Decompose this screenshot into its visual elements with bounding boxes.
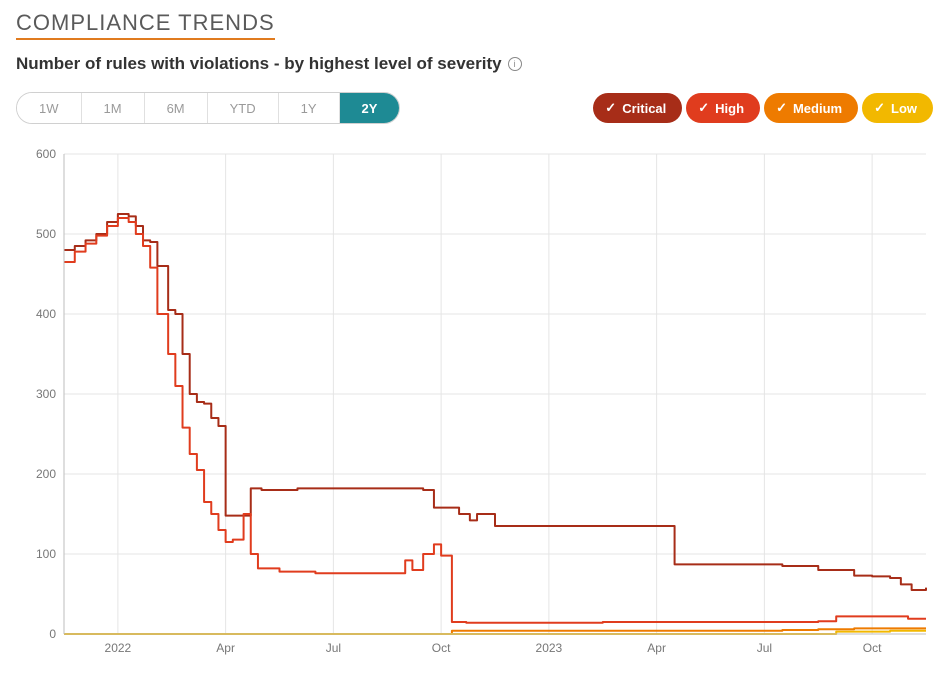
svg-text:100: 100 <box>36 547 56 561</box>
subtitle-text: Number of rules with violations - by hig… <box>16 54 502 74</box>
svg-text:2023: 2023 <box>536 641 563 655</box>
range-btn-1m[interactable]: 1M <box>82 93 145 123</box>
series-high <box>64 218 926 623</box>
svg-text:Apr: Apr <box>216 641 235 655</box>
svg-text:500: 500 <box>36 227 56 241</box>
legend-label: Medium <box>793 101 842 116</box>
svg-text:0: 0 <box>49 627 56 641</box>
svg-text:Jul: Jul <box>326 641 341 655</box>
compliance-trend-chart: 0 100 200 300 400 500 600 2022 Apr Jul Oct 2023 Apr J… <box>16 144 933 664</box>
svg-text:Apr: Apr <box>647 641 666 655</box>
legend-label: Low <box>891 101 917 116</box>
svg-text:200: 200 <box>36 467 56 481</box>
range-btn-ytd[interactable]: YTD <box>208 93 279 123</box>
page-title: COMPLIANCE TRENDS <box>16 10 275 40</box>
legend-high[interactable]: ✓ High <box>686 93 760 123</box>
legend: ✓ Critical ✓ High ✓ Medium ✓ Low <box>593 93 933 123</box>
svg-text:Oct: Oct <box>863 641 882 655</box>
range-btn-1w[interactable]: 1W <box>17 93 82 123</box>
range-btn-1y[interactable]: 1Y <box>279 93 340 123</box>
legend-medium[interactable]: ✓ Medium <box>764 93 858 123</box>
svg-text:600: 600 <box>36 147 56 161</box>
series-critical <box>64 214 926 590</box>
time-range-selector: 1W1M6MYTD1Y2Y <box>16 92 400 124</box>
chart-container: 0 100 200 300 400 500 600 2022 Apr Jul Oct 2023 Apr J… <box>16 144 933 664</box>
range-btn-6m[interactable]: 6M <box>145 93 208 123</box>
chart-subtitle: Number of rules with violations - by hig… <box>16 54 933 74</box>
info-icon[interactable]: i <box>508 57 522 71</box>
check-icon: ✓ <box>874 100 885 116</box>
legend-label: High <box>715 101 744 116</box>
legend-label: Critical <box>622 101 666 116</box>
svg-text:400: 400 <box>36 307 56 321</box>
svg-text:Jul: Jul <box>757 641 772 655</box>
check-icon: ✓ <box>605 100 616 116</box>
svg-text:Oct: Oct <box>432 641 451 655</box>
check-icon: ✓ <box>698 100 709 116</box>
svg-text:2022: 2022 <box>105 641 132 655</box>
legend-critical[interactable]: ✓ Critical <box>593 93 682 123</box>
legend-low[interactable]: ✓ Low <box>862 93 933 123</box>
svg-text:300: 300 <box>36 387 56 401</box>
controls-row: 1W1M6MYTD1Y2Y ✓ Critical ✓ High ✓ Medium ✓ Low <box>16 92 933 124</box>
check-icon: ✓ <box>776 100 787 116</box>
range-btn-2y[interactable]: 2Y <box>340 93 400 123</box>
